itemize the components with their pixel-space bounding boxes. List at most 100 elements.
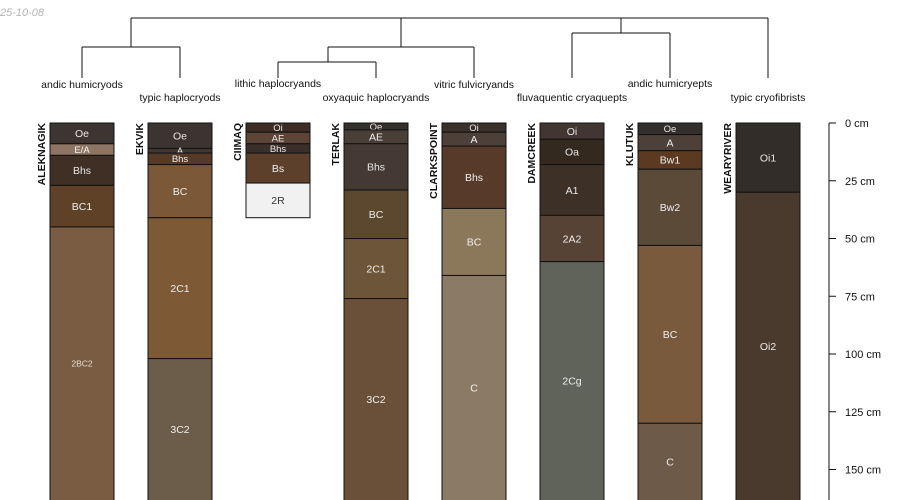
horizon-label: AE [272, 133, 285, 144]
profile-id-label: ALEKNAGIK [36, 123, 48, 186]
depth-tick-label: 125 cm [845, 407, 881, 419]
profile-damcreek: fluvaquentic cryaquepts Oi Oa A1 2A2 2Cg DAMCR… [517, 92, 627, 500]
horizon-label: 2R [271, 195, 285, 207]
horizon [49, 184, 115, 228]
horizon-label: A [470, 134, 477, 146]
horizon-label: A [666, 137, 673, 149]
profile-id-label: CIIMAQ [232, 123, 244, 161]
dendrogram [81, 17, 769, 78]
profile-id-label: TERLAK [330, 123, 342, 166]
horizon-label: BC [369, 209, 384, 221]
depth-tick-label: 50 cm [845, 234, 875, 246]
horizon [147, 122, 213, 149]
depth-tick-label: 100 cm [845, 349, 881, 361]
horizon-label: A [177, 146, 184, 157]
horizon [441, 274, 507, 500]
horizon-label: Oe [664, 124, 677, 135]
horizon-label: AE [369, 132, 383, 144]
horizon [343, 143, 409, 191]
horizon-label: Bhs [172, 154, 189, 165]
horizon [343, 238, 409, 300]
profile-wearyriver: typic cryofibrists Oi1 Oi2 WEARYRIVER [722, 92, 805, 500]
depth-tick-label: 150 cm [845, 465, 881, 477]
horizon [245, 152, 311, 184]
horizon [637, 244, 703, 424]
taxon-label: andic humicryods [41, 79, 123, 91]
horizon-label: Bhs [465, 172, 483, 184]
horizon-label: BC1 [72, 201, 93, 213]
depth-tick-label: 75 cm [845, 291, 875, 303]
taxon-label: fluvaquentic cryaquepts [517, 92, 627, 104]
taxon-label: typic cryofibrists [731, 92, 806, 104]
horizon [147, 358, 213, 500]
horizon [539, 261, 605, 500]
horizon-label: Oa [565, 147, 579, 159]
date-label: 25-10-08 [0, 7, 45, 19]
horizon-label: E/A [74, 145, 90, 156]
taxon-label: typic haplocryods [139, 92, 220, 104]
horizon-label: Oi [273, 123, 283, 134]
horizon [539, 164, 605, 216]
horizon-label: 3C2 [170, 424, 189, 436]
horizon [343, 189, 409, 240]
horizon [539, 138, 605, 166]
horizon [147, 217, 213, 360]
profile-klutuk: andic humicryepts Oe A Bw1 Bw2 BC C KLUTUK [624, 78, 712, 500]
horizon-label: 2BC2 [71, 359, 93, 369]
horizon-label: C [666, 456, 674, 468]
horizon-label: Oi [469, 123, 479, 134]
horizon-label: Bw2 [660, 202, 681, 214]
horizon-label: Oi2 [760, 341, 777, 353]
horizon-label: Bs [272, 163, 284, 175]
horizon-label: BC [467, 237, 482, 249]
depth-tick-label: 25 cm [845, 176, 875, 188]
horizon-label: Bhs [270, 144, 287, 155]
horizon-label: A1 [566, 185, 579, 197]
horizon-label: Oi [567, 126, 578, 138]
taxon-label: lithic haplocryands [235, 78, 321, 90]
taxon-label: andic humicryepts [628, 78, 713, 90]
profile-id-label: KLUTUK [624, 123, 636, 167]
horizon [245, 182, 311, 219]
horizon [441, 207, 507, 276]
horizon-label: 2Cg [562, 376, 581, 388]
profile-aleknagik: andic humicryods Oe E/A Bhs BC1 2BC2 ALEKNAGIK [36, 79, 123, 500]
horizon [49, 226, 115, 500]
horizon-label: Bw1 [660, 155, 681, 167]
horizon [539, 214, 605, 263]
horizon [735, 191, 801, 500]
horizon-label: Oe [173, 130, 187, 142]
horizon [441, 145, 507, 209]
taxon-label: vitric fulvicryands [434, 79, 514, 91]
profile-id-label: CLARKSPOINT [428, 122, 440, 198]
profile-clarkspoint: vitric fulvicryands OiA Bhs BC C CLARKSPOINT [428, 79, 514, 500]
horizon-label: Oe [75, 128, 89, 140]
horizon-label: Oe [370, 122, 383, 133]
taxon-label: oxyaquic haplocryands [323, 92, 430, 104]
horizon-label: 2C1 [366, 263, 385, 275]
horizon [637, 168, 703, 246]
horizon-label: 3C2 [366, 394, 385, 406]
horizon-label: Bhs [367, 162, 385, 174]
depth-tick-label: 0 cm [845, 118, 869, 130]
horizon [49, 154, 115, 186]
horizon [637, 422, 703, 500]
horizon [343, 298, 409, 500]
profile-id-label: WEARYRIVER [722, 123, 734, 194]
horizon [735, 122, 801, 193]
horizon-label: Bhs [73, 165, 91, 177]
horizon-label: 2A2 [563, 233, 582, 245]
profile-id-label: EKVIK [134, 123, 146, 156]
horizon-label: 2C1 [170, 283, 189, 295]
horizon-label: C [470, 383, 478, 395]
profile-id-label: DAMCREEK [526, 123, 538, 184]
depth-axis: 0 cm 25 cm 50 cm 75 cm 100 cm 125 cm 150 cm [828, 118, 881, 500]
horizon-label: Oi1 [760, 152, 777, 164]
horizon-label: BC [173, 186, 188, 198]
horizon [147, 164, 213, 219]
horizon-label: BC [663, 329, 678, 341]
